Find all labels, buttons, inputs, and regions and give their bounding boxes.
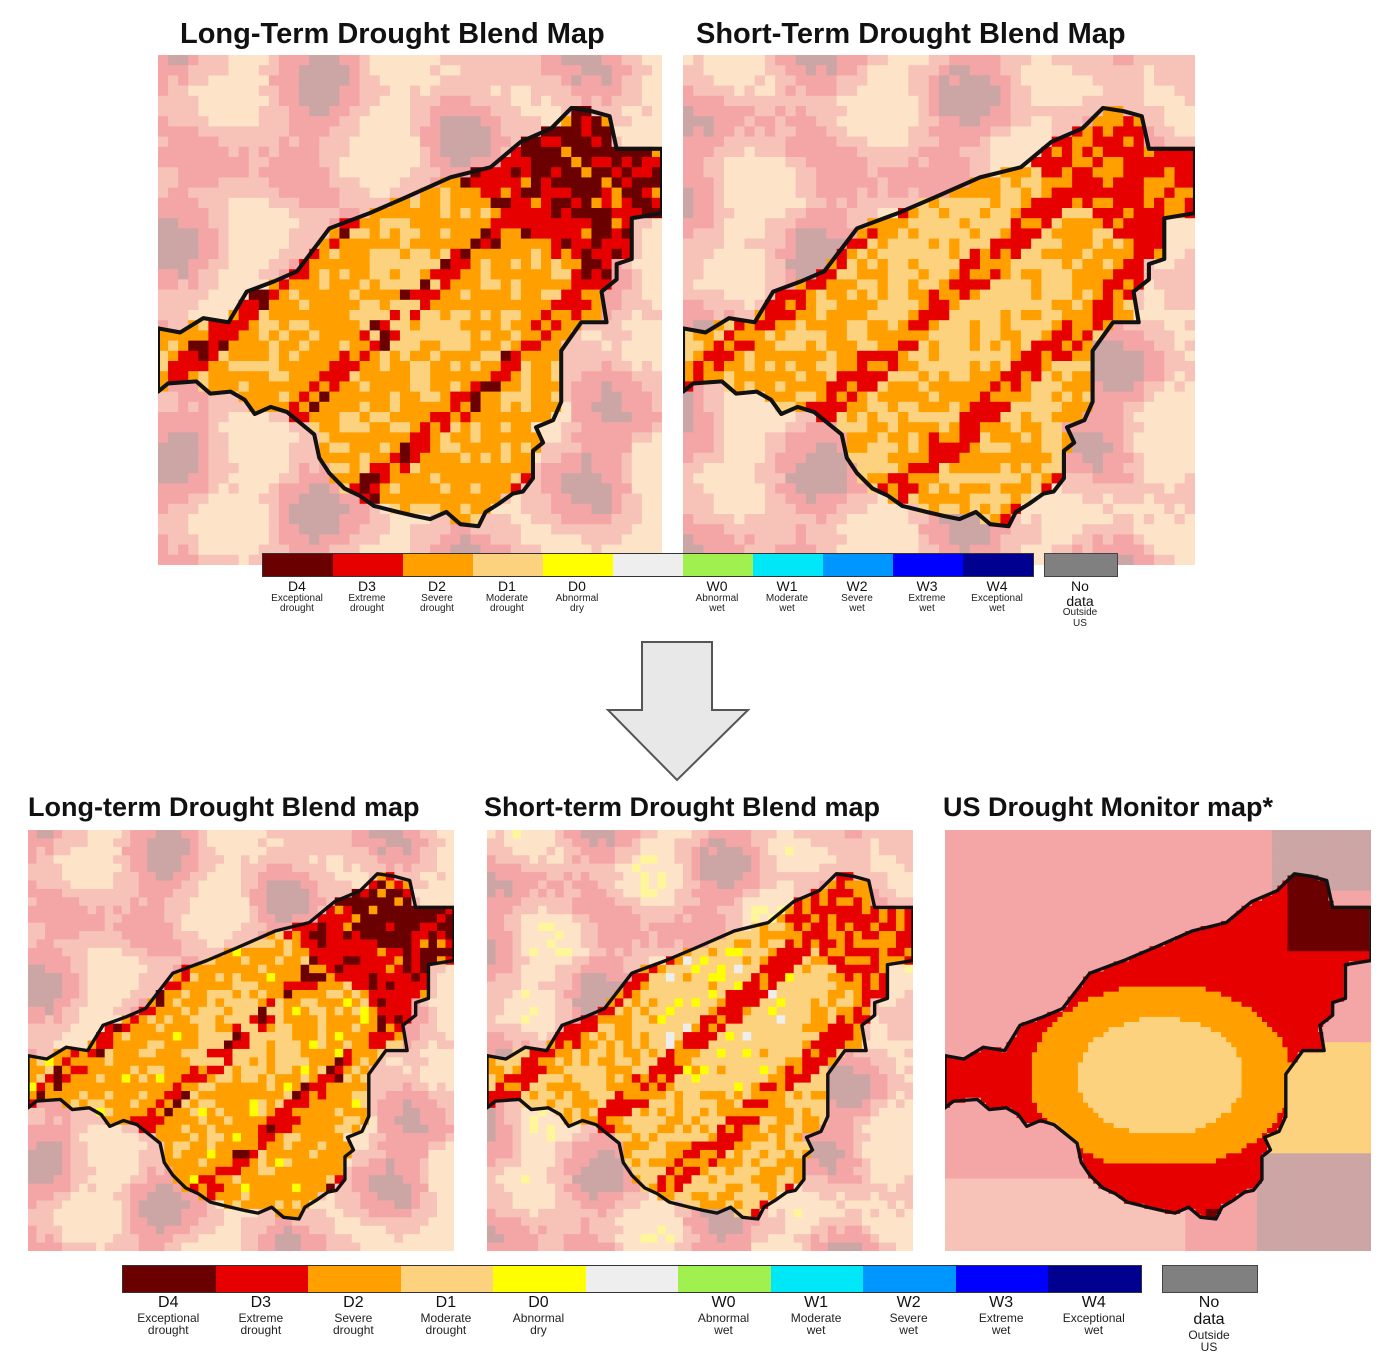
legend-label-w1: W1 Moderate wet — [790, 1294, 842, 1338]
legend-label-d0: D0 Abnormal dry — [555, 578, 599, 615]
basin-outline — [158, 106, 662, 529]
down-arrow-icon — [604, 640, 752, 789]
bottom-title-usdm: US Drought Monitor map* — [943, 792, 1273, 822]
legend-swatch-w0 — [678, 1266, 771, 1292]
legend-label-w1: W1 Moderate wet — [765, 578, 809, 615]
legend-label-w0: W0 Abnormal wet — [697, 1294, 750, 1338]
legend-swatch-no-data — [1044, 553, 1118, 577]
legend-swatch-d3 — [215, 1266, 309, 1292]
legend-label-w2: W2 Severe wet — [889, 1294, 928, 1338]
legend-swatch-d1 — [473, 554, 543, 576]
bottom-legend: D4 Exceptional drought D3 Extreme drought D2 Se… — [122, 1265, 1262, 1355]
legend-color-bar — [262, 553, 1034, 577]
top-title-short-term: Short-Term Drought Blend Map — [696, 18, 1126, 50]
legend-label-d4: D4 Exceptional drought — [137, 1294, 200, 1338]
legend-swatch-d4 — [263, 554, 333, 576]
legend-color-bar — [122, 1265, 1142, 1293]
top-legend: D4 Exceptional drought D3 Extreme drought D2 Se… — [262, 553, 1122, 633]
basin-outline — [28, 872, 454, 1221]
legend-label-w4: W4 Exceptional wet — [1062, 1294, 1125, 1338]
legend-swatch-d4 — [123, 1266, 216, 1292]
legend-swatch-d1 — [400, 1266, 494, 1292]
legend-swatch-d3 — [333, 554, 403, 576]
legend-label-d1: D1 Moderate drought — [420, 1294, 472, 1338]
legend-swatch-d2 — [403, 554, 473, 576]
legend-label-d3: D3 Extreme drought — [238, 1294, 284, 1338]
bottom-title-long-term: Long-term Drought Blend map — [28, 792, 420, 822]
top-short-term-map — [683, 55, 1195, 565]
bottom-usdm-map — [945, 830, 1371, 1251]
legend-swatch-normal — [585, 1266, 679, 1292]
map-raster — [945, 830, 1371, 1251]
legend-label-d1: D1 Moderate drought — [485, 578, 529, 615]
legend-label-no-data: No data Outside US — [1188, 1294, 1230, 1355]
legend-label-d4: D4 Exceptional drought — [271, 578, 323, 615]
legend-label-d3: D3 Extreme drought — [348, 578, 386, 615]
map-raster — [158, 55, 662, 565]
legend-swatch-w3 — [893, 554, 963, 576]
legend-swatch-w1 — [770, 1266, 864, 1292]
basin-outline — [683, 106, 1195, 529]
legend-swatch-w4 — [963, 554, 1033, 576]
legend-label-no-data: No data Outside US — [1062, 578, 1098, 629]
basin-outline — [487, 872, 913, 1221]
bottom-long-term-map — [28, 830, 454, 1251]
legend-swatch-w0 — [683, 554, 753, 576]
top-long-term-map — [158, 55, 662, 565]
legend-label-d2: D2 Severe drought — [333, 1294, 374, 1338]
map-raster — [683, 55, 1195, 565]
legend-swatch-w3 — [955, 1266, 1049, 1292]
top-title-long-term: Long-Term Drought Blend Map — [180, 18, 605, 50]
legend-swatch-w1 — [753, 554, 823, 576]
legend-swatch-normal — [613, 554, 683, 576]
legend-swatch-no-data — [1162, 1265, 1258, 1293]
bottom-short-term-map — [487, 830, 913, 1251]
legend-swatch-d0 — [543, 554, 613, 576]
legend-label-w4: W4 Exceptional wet — [971, 578, 1023, 615]
bottom-title-short-term: Short-term Drought Blend map — [484, 792, 880, 822]
legend-label-w3: W3 Extreme wet — [908, 578, 946, 615]
map-raster — [28, 830, 454, 1251]
basin-outline — [945, 872, 1371, 1221]
legend-label-w2: W2 Severe wet — [841, 578, 873, 615]
legend-label-w0: W0 Abnormal wet — [695, 578, 739, 615]
legend-label-d0: D0 Abnormal dry — [512, 1294, 565, 1338]
legend-swatch-w2 — [863, 1266, 956, 1292]
legend-swatch-w4 — [1048, 1266, 1141, 1292]
legend-swatch-d0 — [493, 1266, 586, 1292]
legend-swatch-d2 — [308, 1266, 401, 1292]
legend-label-w3: W3 Extreme wet — [978, 1294, 1024, 1338]
legend-swatch-w2 — [823, 554, 893, 576]
legend-label-d2: D2 Severe drought — [420, 578, 454, 615]
map-raster — [487, 830, 913, 1251]
